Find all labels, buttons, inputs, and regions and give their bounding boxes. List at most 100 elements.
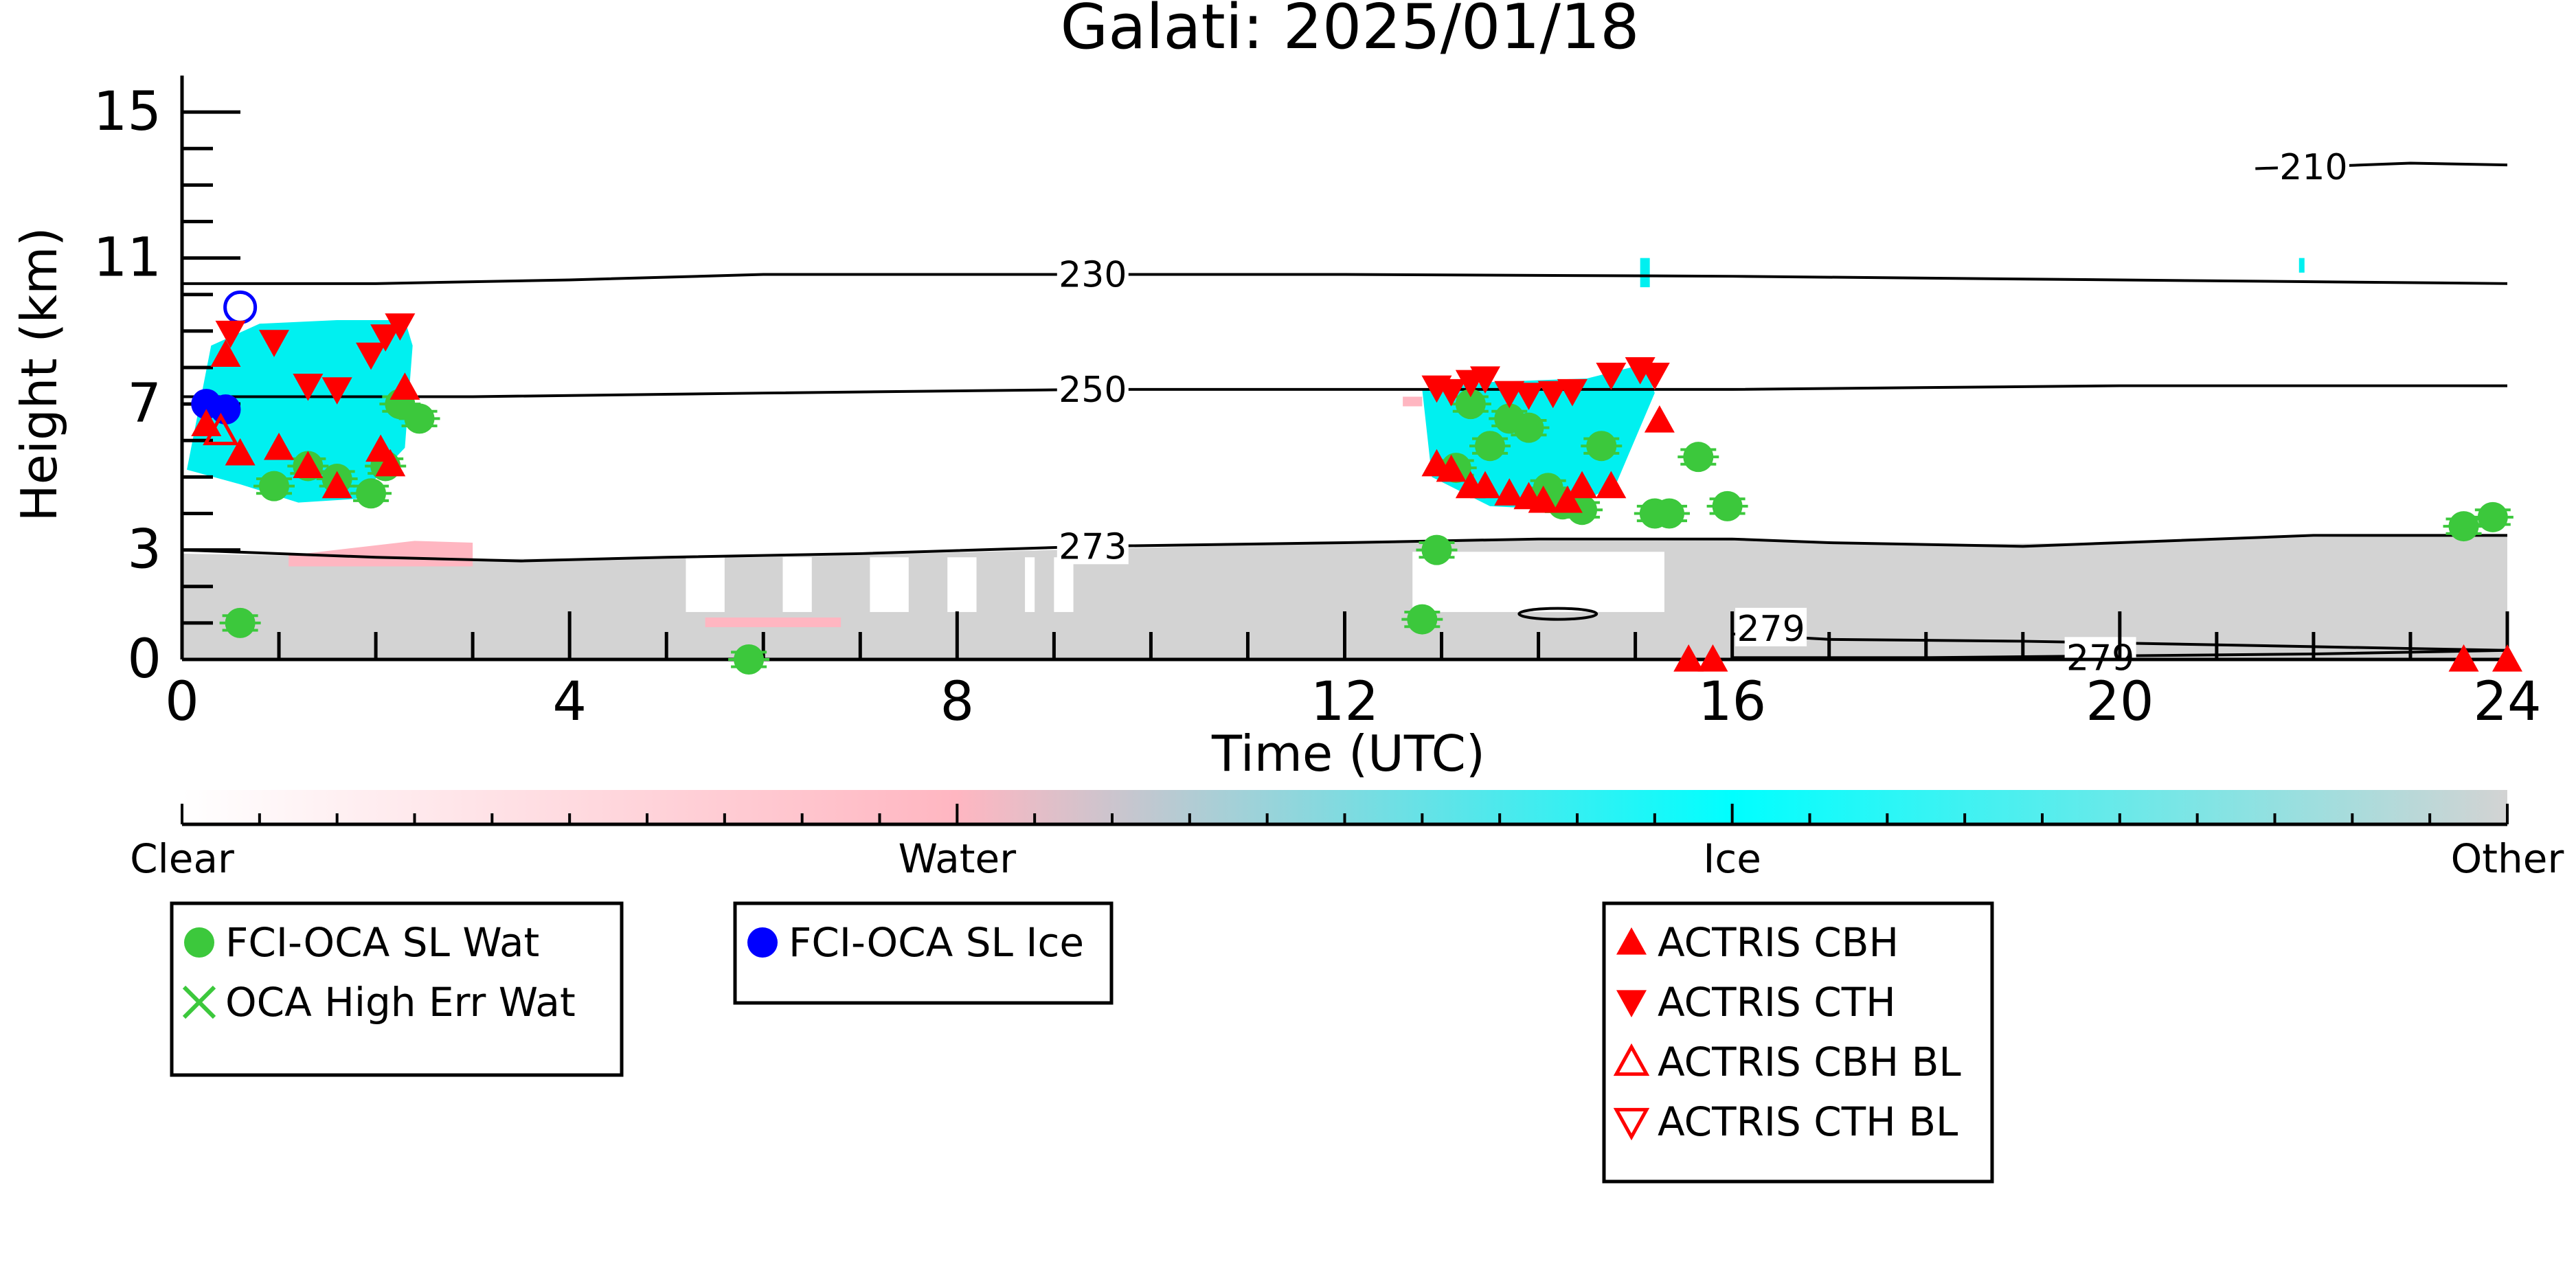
isotherm-label-bg bbox=[2064, 637, 2136, 676]
fci-oca-sl-wat-point bbox=[356, 478, 387, 509]
actris-cth-point bbox=[1537, 381, 1568, 409]
actris-cth-point bbox=[215, 320, 246, 348]
actris-cth-bl-legend-marker bbox=[1613, 1107, 1650, 1141]
fci-oca-sl-wat-point bbox=[1513, 412, 1544, 443]
actris-cth-point bbox=[385, 313, 416, 341]
legend-frame bbox=[1602, 901, 1994, 1184]
oca-high-err-wat-legend-marker bbox=[182, 985, 216, 1019]
y-tick-label: 7 bbox=[127, 373, 161, 435]
isotherm-label-bg bbox=[1057, 253, 1129, 293]
isotherm-closed-contour bbox=[1517, 607, 1598, 621]
fci-oca-sl-ice-open-point bbox=[223, 290, 258, 324]
actris-cbh-point bbox=[321, 471, 352, 499]
legend-label: FCI-OCA SL Wat bbox=[225, 919, 539, 966]
clear-gap bbox=[1412, 552, 1664, 612]
actris-cbh-point bbox=[1596, 471, 1627, 499]
colorbar-label: Other bbox=[2451, 835, 2564, 882]
isotherm-label: 250 bbox=[1059, 370, 1127, 411]
colorbar-label: Clear bbox=[130, 835, 234, 882]
fci-oca-sl-wat-point bbox=[734, 644, 765, 675]
actris-cth-point bbox=[1596, 363, 1627, 390]
actris-cth-point bbox=[1513, 383, 1544, 410]
colorbar-label: Ice bbox=[1703, 835, 1761, 882]
isotherm-label-bg bbox=[1057, 368, 1129, 407]
other-class-region bbox=[182, 535, 2507, 659]
x-axis-label: Time (UTC) bbox=[1211, 725, 1485, 782]
axes: 0 3 7 11 15 0 4 8 12 16 20 24 bbox=[93, 76, 2542, 733]
actris-cth-point bbox=[321, 377, 352, 405]
fci-oca-sl-ice-point bbox=[210, 394, 241, 425]
chart-title: Galati: 2025/01/18 bbox=[1060, 0, 1639, 63]
fci-oca-sl-wat-point bbox=[404, 403, 435, 434]
x-tick-label: 20 bbox=[2086, 671, 2154, 733]
x-tick-label: 4 bbox=[552, 671, 587, 733]
class-colorbar: Clear Water Ice Other bbox=[130, 790, 2564, 882]
x-tick-label: 16 bbox=[1698, 671, 1766, 733]
legend-label: ACTRIS CTH bbox=[1658, 979, 1896, 1026]
isotherm-label: 230 bbox=[1059, 255, 1127, 296]
legend-box: ACTRIS CBH ACTRIS CTH ACTRIS CBH BL ACTRIS … bbox=[1602, 901, 1994, 1184]
actris-cbh-legend-marker bbox=[1616, 927, 1647, 955]
actris-cbh-point bbox=[1552, 485, 1583, 513]
fci-oca-sl-wat-point bbox=[258, 471, 289, 501]
actris-cth-point bbox=[1557, 379, 1588, 407]
clear-gap bbox=[947, 557, 977, 612]
fci-oca-sl-wat-point bbox=[225, 607, 256, 638]
actris-cbh-point bbox=[1436, 454, 1467, 482]
isotherm-label-bg bbox=[1057, 526, 1129, 565]
fci-oca-sl-wat-point bbox=[1712, 490, 1743, 521]
actris-cbh-point bbox=[2448, 644, 2479, 672]
x-tick-label: 24 bbox=[2473, 671, 2541, 733]
clear-gap bbox=[782, 557, 812, 612]
isotherm-label: 273 bbox=[1059, 526, 1127, 567]
y-axis-label: Height (km) bbox=[10, 227, 68, 522]
ice-class-region bbox=[1640, 258, 1650, 288]
actris-cbh-point bbox=[225, 438, 256, 466]
colorbar-label: Water bbox=[899, 835, 1017, 882]
y-tick-label: 11 bbox=[93, 227, 161, 289]
legend-frame bbox=[733, 901, 1114, 1005]
actris-cbh-point bbox=[375, 449, 406, 477]
actris-cth-point bbox=[370, 324, 401, 352]
x-tick-label: 12 bbox=[1311, 671, 1379, 733]
actris-cth-point bbox=[1470, 366, 1501, 394]
isotherm-line bbox=[182, 273, 2508, 285]
actris-cth-point bbox=[356, 342, 387, 370]
y-tick-label: 3 bbox=[127, 519, 161, 581]
actris-cbh-point bbox=[264, 432, 295, 460]
legend-label: FCI-OCA SL Ice bbox=[789, 919, 1084, 966]
x-marker-stroke bbox=[182, 985, 216, 1019]
legend-frame bbox=[170, 901, 624, 1077]
legend-box: FCI-OCA SL Ice bbox=[733, 901, 1114, 1005]
isotherm-label-bg bbox=[1735, 607, 1807, 646]
isotherm-label: 279 bbox=[1737, 609, 1805, 650]
actris-cbh-bl-point bbox=[203, 412, 239, 446]
actris-cth-legend-marker bbox=[1616, 990, 1647, 1017]
actris-cbh-point bbox=[293, 451, 324, 479]
fci-oca-sl-wat-point bbox=[1455, 389, 1486, 420]
isotherm-label: 210 bbox=[2279, 147, 2347, 188]
water-class-region bbox=[1403, 396, 1423, 407]
isotherm-label-bg bbox=[2277, 146, 2349, 185]
ice-class-region bbox=[2298, 258, 2305, 273]
fci-oca-sl-wat-point bbox=[1421, 534, 1452, 565]
actris-cbh-point bbox=[1697, 644, 1728, 672]
actris-cbh-point bbox=[1528, 485, 1559, 513]
legend-label: OCA High Err Wat bbox=[225, 979, 576, 1026]
legend-label: ACTRIS CTH BL bbox=[1658, 1098, 1958, 1145]
y-tick-label: 15 bbox=[93, 81, 161, 143]
clear-gap bbox=[1054, 557, 1074, 612]
actris-cbh-point bbox=[1494, 478, 1525, 506]
clear-gap bbox=[686, 557, 725, 612]
data-markers bbox=[191, 290, 2522, 675]
legend-box: FCI-OCA SL Wat OCA High Err Wat bbox=[170, 901, 624, 1077]
y-tick-label: 0 bbox=[127, 629, 161, 690]
fci-oca-sl-wat-point bbox=[1475, 431, 1506, 462]
actris-cbh-point bbox=[1673, 644, 1704, 672]
actris-cth-point bbox=[1436, 379, 1467, 407]
x-tick-label: 8 bbox=[940, 671, 975, 733]
actris-cth-point bbox=[258, 330, 289, 357]
actris-cbh-point bbox=[210, 339, 241, 368]
